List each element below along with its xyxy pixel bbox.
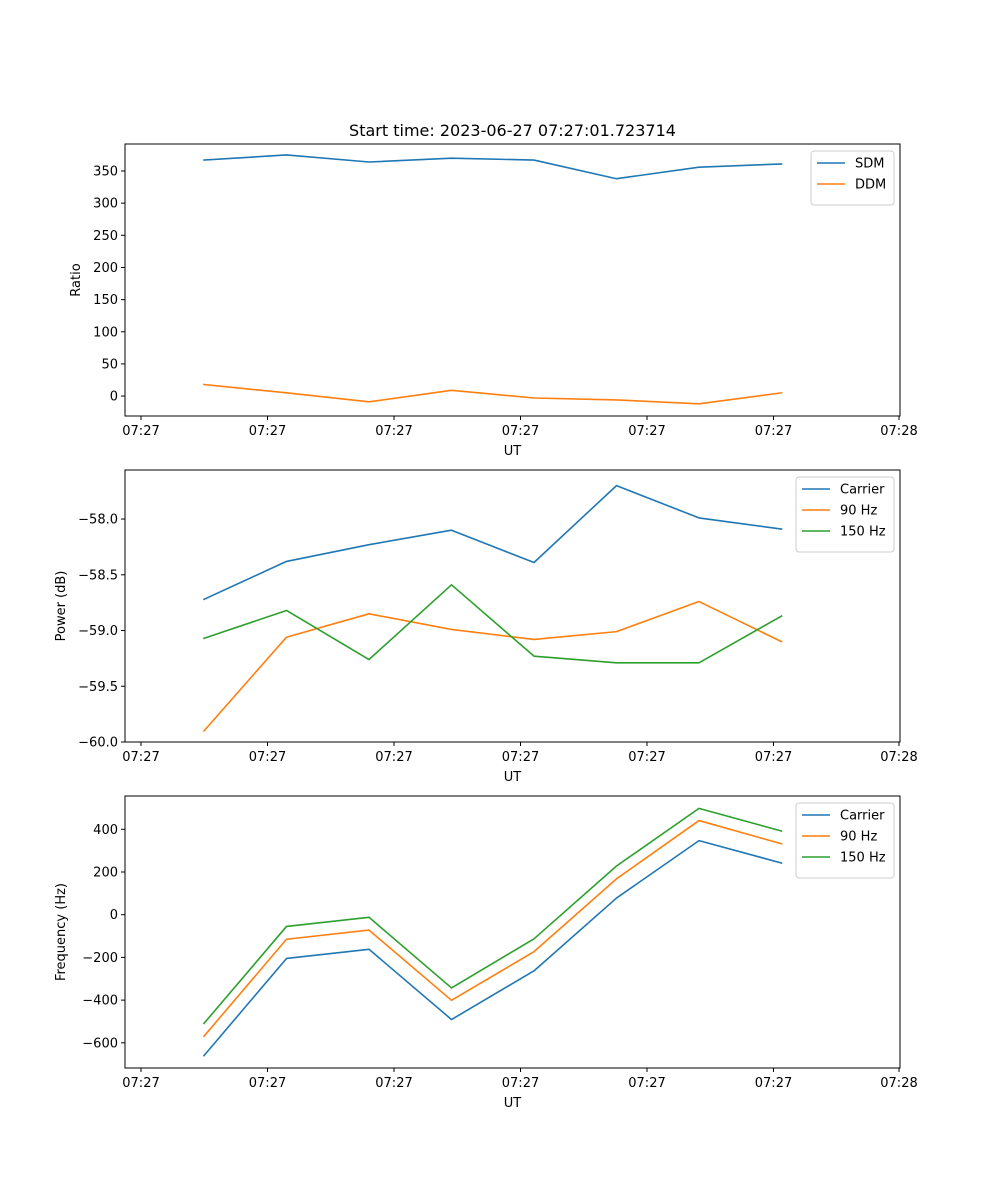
x-tick-label: 07:27 — [375, 1076, 412, 1091]
y-tick-label: 50 — [101, 357, 118, 372]
y-tick-label: 400 — [93, 823, 118, 838]
legend-entry: DDM — [855, 178, 886, 193]
legend-entry: Carrier — [840, 483, 885, 498]
series-line-carrier — [202, 484, 783, 601]
legend: Carrier 90 Hz 150 Hz — [795, 802, 895, 879]
plot-frame — [124, 469, 901, 743]
series-line-90-hz — [202, 819, 783, 1038]
series-line-150-hz — [202, 584, 783, 664]
x-tick-label: 07:27 — [628, 424, 665, 439]
series-line-150-hz — [202, 807, 783, 1025]
legend-entry: Carrier — [840, 809, 885, 824]
x-tick-label: 07:27 — [755, 1076, 792, 1091]
y-tick-label: −59.0 — [78, 624, 118, 639]
x-tick-label: 07:27 — [755, 750, 792, 765]
x-tick-label: 07:27 — [122, 750, 159, 765]
legend-box — [795, 476, 895, 553]
legend: SDM DDM — [810, 150, 895, 206]
x-tick-label: 07:27 — [122, 424, 159, 439]
x-tick-label: 07:27 — [502, 1076, 539, 1091]
legend-entry: 90 Hz — [840, 830, 877, 845]
y-axis-label: Frequency (Hz) — [54, 883, 69, 981]
y-tick-label: −59.5 — [78, 680, 118, 695]
plot-frame — [124, 143, 901, 417]
x-tick-label: 07:28 — [880, 1076, 917, 1091]
x-tick-label: 07:27 — [249, 1076, 286, 1091]
legend-entry: 90 Hz — [840, 504, 877, 519]
legend-entry: 150 Hz — [840, 851, 886, 866]
y-tick-label: 350 — [93, 165, 118, 180]
x-tick-label: 07:28 — [880, 424, 917, 439]
x-axis-label: UT — [504, 444, 522, 459]
y-tick-label: 100 — [93, 325, 118, 340]
x-axis-label: UT — [504, 1096, 522, 1111]
y-tick-label: −58.5 — [78, 568, 118, 583]
y-axis-label: Power (dB) — [54, 571, 69, 642]
legend-box — [795, 802, 895, 879]
y-tick-label: −200 — [82, 951, 118, 966]
legend-entry: SDM — [855, 157, 884, 172]
y-tick-label: 0 — [110, 908, 118, 923]
x-tick-label: 07:27 — [375, 750, 412, 765]
legend: Carrier 90 Hz 150 Hz — [795, 476, 895, 553]
plot-frame — [124, 795, 901, 1069]
chart-panel-3: 07:27 07:27 07:27 07:27 07:27 07:27 07:28 −600 −… — [54, 795, 918, 1111]
y-tick-label: 200 — [93, 866, 118, 881]
x-tick-label: 07:27 — [249, 424, 286, 439]
y-tick-label: 300 — [93, 197, 118, 212]
chart-panel-2: 07:27 07:27 07:27 07:27 07:27 07:27 07:28 −60.0… — [54, 469, 918, 785]
y-tick-label: −600 — [82, 1036, 118, 1051]
x-axis-label: UT — [504, 770, 522, 785]
x-tick-label: 07:28 — [880, 750, 917, 765]
x-tick-label: 07:27 — [755, 424, 792, 439]
x-tick-label: 07:27 — [502, 750, 539, 765]
y-tick-label: −60.0 — [78, 736, 118, 751]
x-tick-label: 07:27 — [628, 750, 665, 765]
legend-entry: 150 Hz — [840, 525, 886, 540]
chart-panel-1: 07:27 07:27 07:27 07:27 07:27 07:27 07:28 0 50 10… — [69, 143, 918, 459]
y-axis-label: Ratio — [69, 263, 84, 296]
series-line-ddm — [203, 383, 783, 405]
x-tick-label: 07:27 — [375, 424, 412, 439]
legend-box — [810, 150, 895, 206]
x-tick-label: 07:27 — [628, 1076, 665, 1091]
x-tick-label: 07:27 — [502, 424, 539, 439]
chart-title: Start time: 2023-06-27 07:27:01.723714 — [349, 121, 676, 140]
x-tick-label: 07:27 — [122, 1076, 159, 1091]
series-line-carrier — [202, 839, 783, 1057]
x-tick-label: 07:27 — [249, 750, 286, 765]
series-line-90-hz — [202, 600, 783, 732]
y-tick-label: 200 — [93, 261, 118, 276]
y-tick-label: 150 — [93, 293, 118, 308]
series-line-sdm — [203, 154, 783, 180]
y-tick-label: −400 — [82, 994, 118, 1009]
y-tick-label: −58.0 — [78, 513, 118, 528]
y-tick-label: 250 — [93, 229, 118, 244]
y-tick-label: 0 — [110, 390, 118, 405]
